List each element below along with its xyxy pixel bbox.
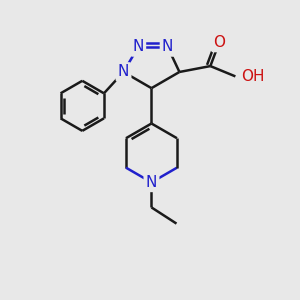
Text: OH: OH [241,69,265,84]
Text: N: N [133,39,144,54]
Text: N: N [146,175,157,190]
Text: O: O [213,35,225,50]
Text: N: N [118,64,129,80]
Text: N: N [162,39,173,54]
